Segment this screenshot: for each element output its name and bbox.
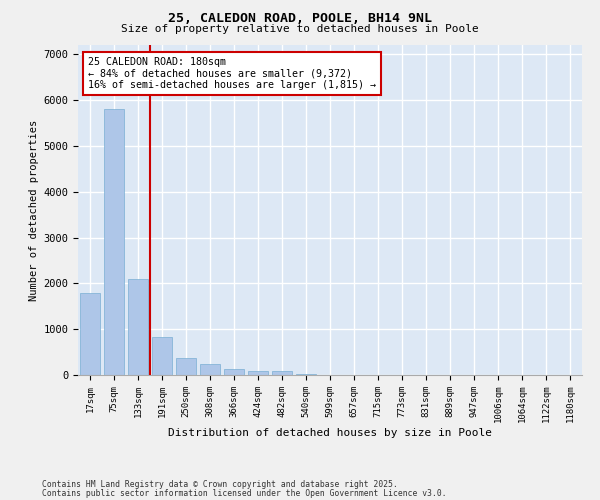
Bar [224,368,244,375]
Bar [152,338,172,375]
Bar [248,371,268,375]
Bar [104,109,124,375]
Y-axis label: Number of detached properties: Number of detached properties [29,120,39,300]
Text: Size of property relative to detached houses in Poole: Size of property relative to detached ho… [121,24,479,34]
Bar [200,364,220,375]
Text: 25 CALEDON ROAD: 180sqm
← 84% of detached houses are smaller (9,372)
16% of semi: 25 CALEDON ROAD: 180sqm ← 84% of detache… [88,56,376,90]
Bar [296,374,316,375]
X-axis label: Distribution of detached houses by size in Poole: Distribution of detached houses by size … [168,428,492,438]
Text: Contains HM Land Registry data © Crown copyright and database right 2025.: Contains HM Land Registry data © Crown c… [42,480,398,489]
Bar [272,371,292,375]
Text: 25, CALEDON ROAD, POOLE, BH14 9NL: 25, CALEDON ROAD, POOLE, BH14 9NL [168,12,432,26]
Bar [128,279,148,375]
Bar [80,294,100,375]
Bar [176,358,196,375]
Text: Contains public sector information licensed under the Open Government Licence v3: Contains public sector information licen… [42,488,446,498]
